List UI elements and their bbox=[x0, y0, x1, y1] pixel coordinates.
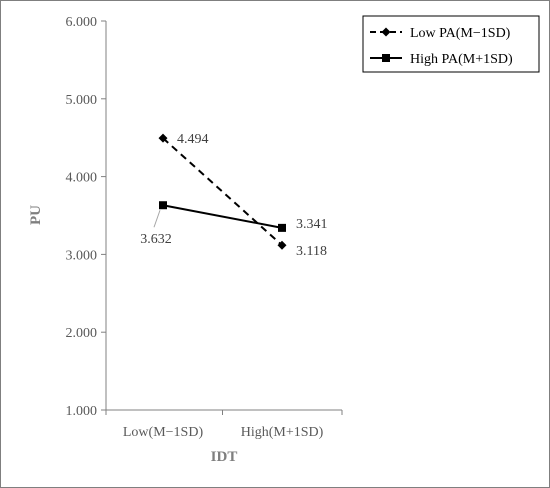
legend-box bbox=[362, 15, 540, 73]
x-tick-label: Low(M−1SD) bbox=[123, 425, 204, 440]
series-line-0 bbox=[162, 137, 283, 246]
data-labels: 4.494 3.118 3.632 3.341 bbox=[140, 132, 327, 259]
legend: Low PA(M−1SD) High PA(M+1SD) bbox=[362, 15, 540, 73]
y-axis-title: PU bbox=[28, 205, 44, 225]
series-line-1 bbox=[162, 204, 283, 229]
series-layer bbox=[158, 133, 287, 250]
point-marker-square bbox=[382, 54, 390, 62]
y-tick-label: 1.000 bbox=[66, 404, 98, 419]
point-marker-diamond bbox=[277, 240, 287, 250]
y-tick-label: 3.000 bbox=[66, 248, 98, 263]
point-marker-square bbox=[159, 201, 167, 210]
point-marker-diamond bbox=[381, 27, 391, 37]
legend-label: High PA(M+1SD) bbox=[410, 52, 513, 67]
x-ticks: Low(M−1SD) High(M+1SD) bbox=[105, 410, 343, 440]
y-ticks: 1.000 2.000 3.000 4.000 5.000 6.000 bbox=[66, 15, 106, 419]
label-leader-line bbox=[153, 210, 161, 228]
x-axis-title: IDT bbox=[211, 449, 238, 465]
y-tick-label: 5.000 bbox=[66, 93, 98, 108]
point-marker-square bbox=[278, 223, 286, 232]
x-tick-label: High(M+1SD) bbox=[241, 425, 324, 440]
y-tick-label: 6.000 bbox=[66, 15, 98, 30]
y-tick-label: 2.000 bbox=[66, 326, 98, 341]
legend-label: Low PA(M−1SD) bbox=[410, 26, 511, 41]
data-label: 3.118 bbox=[296, 244, 327, 259]
y-tick-label: 4.000 bbox=[66, 171, 98, 186]
data-label: 3.341 bbox=[296, 217, 328, 232]
data-label: 3.632 bbox=[140, 232, 172, 247]
point-marker-diamond bbox=[158, 133, 168, 143]
data-label: 4.494 bbox=[177, 132, 209, 147]
legend-items: Low PA(M−1SD) High PA(M+1SD) bbox=[370, 26, 513, 67]
